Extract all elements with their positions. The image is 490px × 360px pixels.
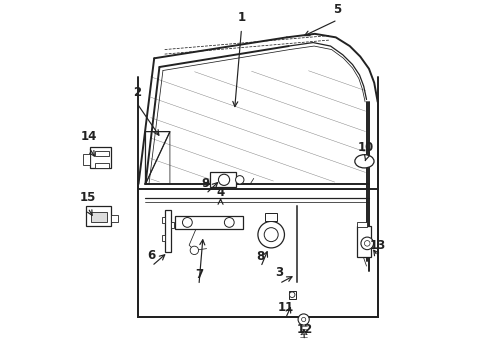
Text: 12: 12 [296,323,313,336]
Circle shape [182,217,192,227]
Bar [111,215,118,222]
Text: 1: 1 [238,12,245,24]
Text: 7: 7 [195,268,203,281]
Bar [165,210,171,252]
Text: 4: 4 [217,186,225,199]
Text: 13: 13 [369,239,386,252]
Circle shape [190,246,198,255]
Bar [162,217,165,224]
Circle shape [301,318,306,321]
Bar [357,222,367,226]
Bar [90,147,111,168]
Bar [175,216,243,229]
Bar [86,206,111,226]
Text: 14: 14 [81,130,97,143]
Bar [83,154,90,165]
Text: 6: 6 [147,249,156,262]
Circle shape [258,221,285,248]
Bar [289,291,295,299]
Text: 15: 15 [80,190,96,203]
Ellipse shape [355,155,374,168]
Text: 10: 10 [358,141,374,154]
Text: 9: 9 [202,177,210,190]
Circle shape [236,176,244,184]
Circle shape [219,174,230,185]
Bar [265,213,277,221]
Bar [210,172,236,188]
Text: 8: 8 [257,250,265,263]
Circle shape [361,237,373,249]
Text: 3: 3 [275,266,283,279]
Circle shape [365,240,370,246]
Bar [357,226,371,257]
Circle shape [290,292,295,297]
Bar [95,163,109,168]
Circle shape [224,217,234,227]
Bar [91,212,107,222]
Bar [162,235,165,241]
Bar [171,222,174,228]
Text: 11: 11 [277,301,294,314]
Text: 2: 2 [133,86,141,99]
Circle shape [298,314,309,325]
Text: 5: 5 [333,3,342,16]
Bar [95,151,109,156]
Circle shape [264,228,278,242]
